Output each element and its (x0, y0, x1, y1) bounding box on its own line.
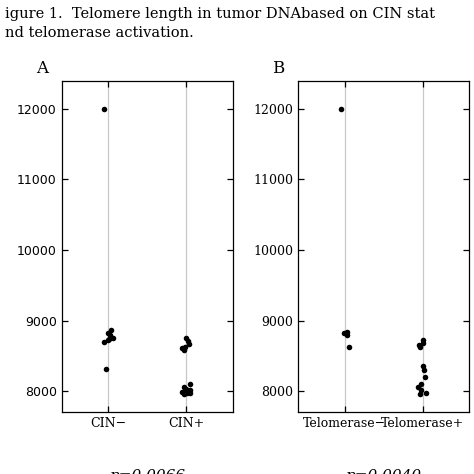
Text: A: A (36, 60, 48, 77)
Point (182, 385, 190, 393)
Point (420, 366, 428, 374)
Point (180, 383, 187, 391)
Point (417, 344, 424, 351)
Text: nd telomerase activation.: nd telomerase activation. (5, 26, 193, 40)
Point (186, 387, 194, 394)
Point (344, 328, 351, 336)
Point (105, 337, 112, 344)
Point (423, 389, 430, 396)
Text: B: B (272, 60, 284, 77)
Point (186, 380, 194, 388)
Point (343, 331, 351, 338)
Point (181, 343, 189, 350)
Point (187, 390, 194, 397)
Point (416, 390, 424, 398)
Text: p=0.0066: p=0.0066 (109, 469, 185, 474)
Point (419, 339, 426, 347)
Text: p=0.0040: p=0.0040 (346, 469, 422, 474)
Point (417, 387, 424, 394)
Text: igure 1.  Telomere length in tumor DNAbased on CIN stat: igure 1. Telomere length in tumor DNAbas… (5, 7, 435, 21)
Point (421, 374, 429, 381)
Point (183, 389, 191, 396)
Point (109, 334, 117, 341)
Point (182, 334, 190, 341)
Point (418, 380, 425, 388)
Point (181, 346, 188, 354)
Point (415, 383, 422, 391)
Point (107, 326, 115, 334)
Point (340, 329, 348, 337)
Point (178, 344, 186, 352)
Point (419, 363, 426, 370)
Point (419, 337, 427, 344)
Point (185, 340, 193, 348)
Point (105, 335, 112, 343)
Point (100, 338, 108, 346)
Point (102, 365, 110, 373)
Point (100, 105, 108, 113)
Point (415, 342, 422, 349)
Point (178, 388, 185, 396)
Point (107, 332, 114, 339)
Point (104, 329, 111, 337)
Point (184, 337, 191, 345)
Point (180, 390, 187, 398)
Point (337, 105, 345, 113)
Point (346, 344, 353, 351)
